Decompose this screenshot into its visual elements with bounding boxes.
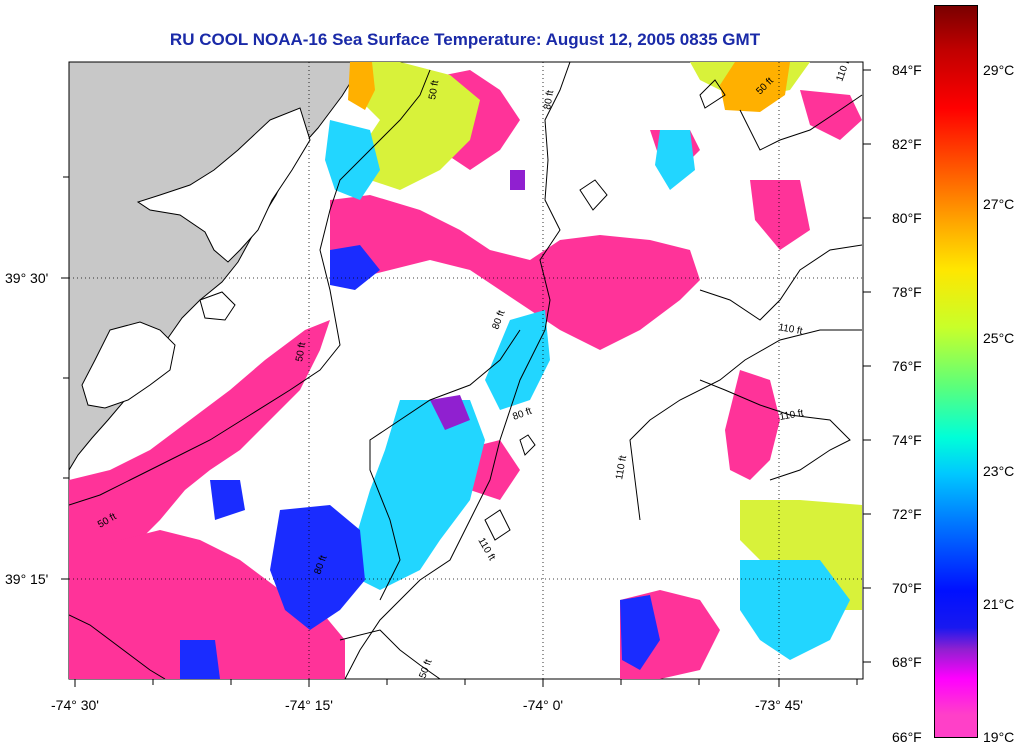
depth-contour [339, 629, 441, 679]
celsius-label: 23°C [983, 463, 1015, 479]
sst-patch [330, 245, 380, 290]
depth-contour [739, 94, 863, 151]
depth-contour [344, 62, 571, 679]
contour-label: 50 ft [294, 341, 308, 362]
sst-patch [210, 480, 245, 520]
fahrenheit-label: 80°F [892, 210, 922, 226]
sst-patch [620, 595, 660, 670]
sst-patch [750, 180, 810, 250]
map-title: RU COOL NOAA-16 Sea Surface Temperature:… [169, 30, 761, 49]
fahrenheit-label: 66°F [892, 729, 922, 745]
x-tick-label: -73° 45' [755, 697, 803, 713]
contour-label: 50 ft [427, 79, 441, 100]
celsius-label: 29°C [983, 62, 1015, 78]
depth-contour [579, 179, 608, 211]
depth-contour [519, 434, 536, 456]
bay-area [81, 321, 176, 409]
celsius-label: 27°C [983, 196, 1015, 212]
y-tick-label: 39° 15' [5, 571, 49, 587]
sst-patch [430, 395, 470, 430]
contour-label: 110 ft [779, 408, 805, 423]
barrier-lagoon [136, 107, 311, 263]
temperature-colorbar [934, 5, 978, 738]
depth-contour [699, 79, 726, 109]
depth-contour [484, 509, 511, 541]
contour-label: 110 ft [614, 454, 629, 480]
sst-patch [655, 130, 695, 190]
fahrenheit-label: 76°F [892, 358, 922, 374]
depth-contour [699, 244, 863, 321]
sst-patch [725, 370, 780, 480]
sst-patch [720, 62, 790, 112]
contour-label: 80 ft [542, 89, 556, 110]
sst-patch [740, 560, 850, 660]
x-tick-label: -74° 30' [51, 697, 99, 713]
sst-patch [510, 170, 525, 190]
fahrenheit-label: 70°F [892, 580, 922, 596]
fahrenheit-label: 74°F [892, 432, 922, 448]
sst-patch [325, 120, 380, 200]
fahrenheit-label: 78°F [892, 284, 922, 300]
sst-patch [348, 62, 375, 110]
fahrenheit-label: 84°F [892, 62, 922, 78]
sst-patch [330, 195, 700, 350]
fahrenheit-label: 72°F [892, 506, 922, 522]
sst-patch [800, 90, 862, 140]
sst-patch [355, 400, 485, 590]
celsius-label: 25°C [983, 330, 1015, 346]
y-tick-label: 39° 30' [5, 270, 49, 286]
x-tick-label: -74° 15' [285, 697, 333, 713]
celsius-label: 21°C [983, 596, 1015, 612]
celsius-label: 19°C [983, 729, 1015, 745]
sst-patch [270, 505, 365, 630]
fahrenheit-label: 68°F [892, 654, 922, 670]
depth-contour [629, 329, 862, 521]
depth-contour [699, 379, 851, 481]
depth-contour [69, 69, 431, 506]
depth-contour [369, 329, 521, 601]
contour-label: 110 ft [777, 322, 803, 337]
sst-patch [350, 62, 480, 190]
sst-patch [485, 310, 550, 410]
depth-contour [69, 614, 166, 679]
fahrenheit-label: 82°F [892, 136, 922, 152]
sst-patch [180, 640, 220, 679]
sst-patch [69, 530, 345, 679]
x-tick-label: -74° 0' [522, 697, 564, 713]
